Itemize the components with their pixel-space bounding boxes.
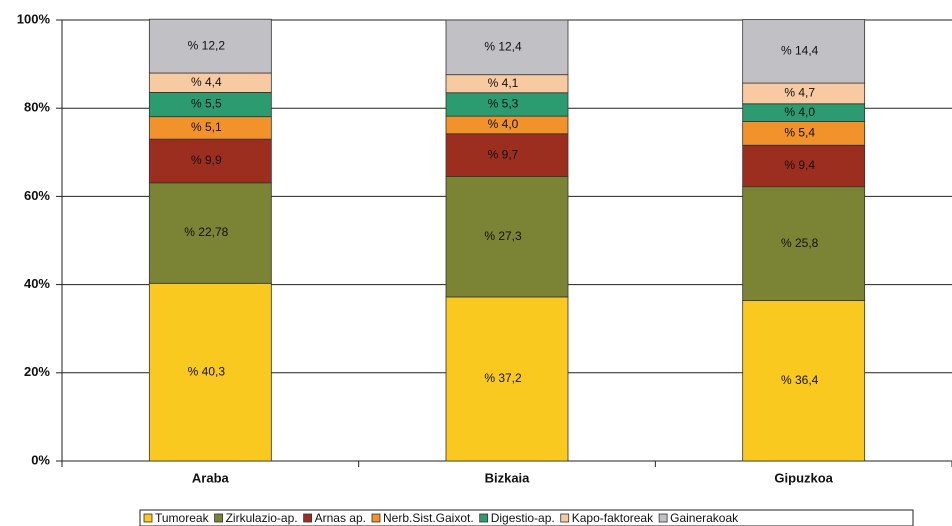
data-label: % 9,7 xyxy=(488,147,519,161)
bar-segment xyxy=(445,296,569,462)
y-tick-label: 0% xyxy=(31,452,50,467)
data-label: % 4,0 xyxy=(784,105,815,119)
legend-swatch xyxy=(214,513,223,523)
data-label: % 14,4 xyxy=(781,43,819,57)
data-label: % 37,2 xyxy=(484,371,522,385)
x-tick-label: Gipuzkoa xyxy=(774,470,833,485)
bar-segment xyxy=(742,19,866,84)
y-tick-label: 20% xyxy=(24,364,50,379)
data-label: % 9,9 xyxy=(191,153,222,167)
y-tick-label: 40% xyxy=(24,276,50,291)
bar-segment xyxy=(445,176,569,298)
legend-label: Kapo-faktoreak xyxy=(572,511,654,525)
bar-segment xyxy=(148,282,272,462)
data-label: % 4,0 xyxy=(488,117,519,131)
legend-swatch xyxy=(479,513,489,523)
legend-label: Nerb.Sist.Gaixot. xyxy=(383,511,474,525)
legend-swatch xyxy=(143,513,153,523)
legend-label: Gainerakoak xyxy=(670,511,739,525)
data-label: % 22,78 xyxy=(184,225,228,239)
data-label: % 12,4 xyxy=(484,40,522,54)
bar-segment xyxy=(742,186,866,301)
x-tick-label: Araba xyxy=(192,470,230,485)
data-label: % 5,4 xyxy=(784,126,815,140)
legend-swatch xyxy=(371,513,381,523)
bar-segment xyxy=(445,19,569,76)
bar-segment xyxy=(445,133,569,177)
legend-swatch xyxy=(303,513,313,523)
y-tick-label: 80% xyxy=(24,100,50,115)
legend-label: Tumoreak xyxy=(155,511,210,525)
bar-segment xyxy=(148,18,272,74)
y-tick-label: 60% xyxy=(24,188,50,203)
bar-segment xyxy=(742,300,866,462)
bar-segment xyxy=(148,92,272,118)
legend-label: Digestio-ap. xyxy=(491,511,555,525)
bar-segment xyxy=(148,182,272,284)
data-label: % 5,3 xyxy=(488,97,519,111)
data-label: % 12,2 xyxy=(188,38,226,52)
legend-box xyxy=(139,509,914,526)
data-label: % 4,1 xyxy=(488,76,519,90)
bar-segment xyxy=(148,138,272,184)
x-tick-label: Bizkaia xyxy=(485,470,531,485)
legend-label: Zirkulazio-ap. xyxy=(226,511,298,525)
legend-swatch xyxy=(560,513,570,523)
data-label: % 27,3 xyxy=(484,229,522,243)
data-label: % 36,4 xyxy=(781,373,819,387)
data-label: % 9,4 xyxy=(784,158,815,172)
legend-label: Arnas ap. xyxy=(315,511,366,525)
data-label: % 4,7 xyxy=(784,86,815,100)
y-tick-label: 100% xyxy=(17,11,51,26)
data-label: % 25,8 xyxy=(781,236,819,250)
bar-segment xyxy=(742,144,866,188)
legend-swatch xyxy=(658,513,668,523)
data-label: % 40,3 xyxy=(188,364,226,378)
data-label: % 5,1 xyxy=(191,120,222,134)
data-label: % 4,4 xyxy=(191,75,222,89)
data-label: % 5,5 xyxy=(191,97,222,111)
